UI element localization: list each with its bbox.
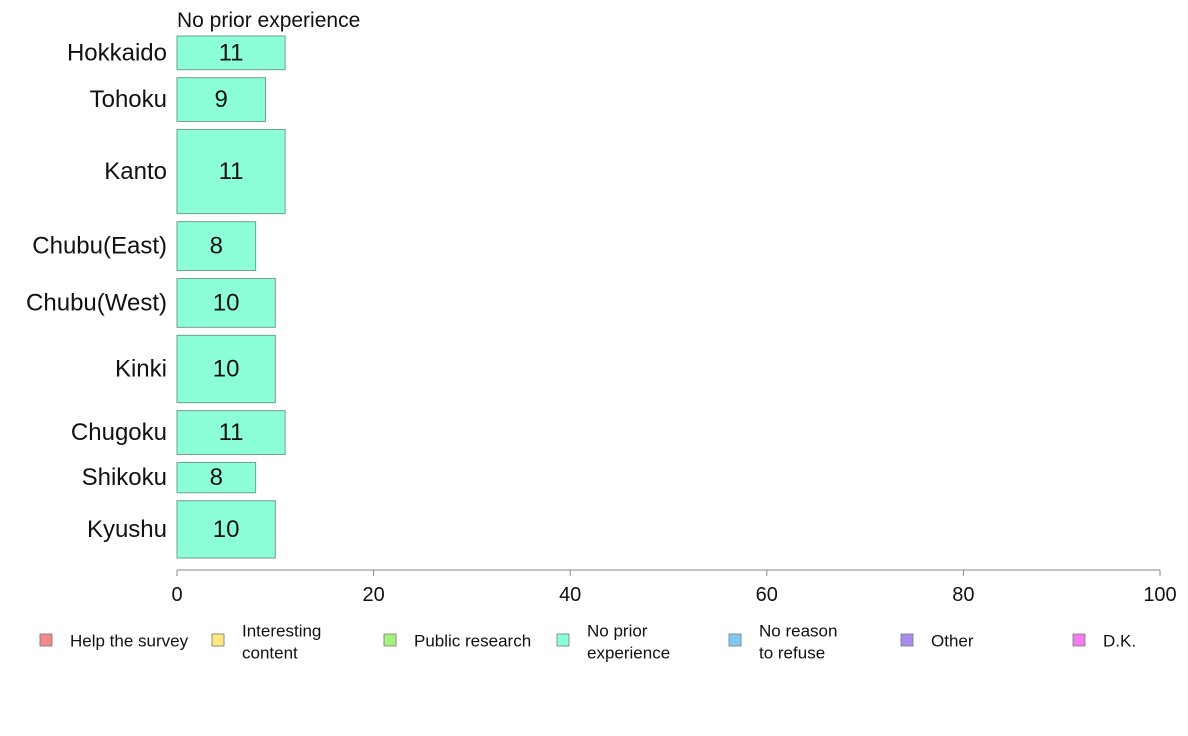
bar-chubu-east- <box>176 221 257 271</box>
bar-chugoku <box>176 410 286 455</box>
bars-layer: Hokkaido 11 Tohoku 9 Kanto 11 Chubu(East) 8 Chub… <box>26 35 286 559</box>
data-label: 8 <box>210 464 223 491</box>
x-tick-label: 60 <box>756 584 778 606</box>
x-tick-label: 0 <box>171 584 182 606</box>
x-axis: 0 20 40 60 80 100 <box>171 569 1177 606</box>
category-label: Chubu(West) <box>26 289 167 316</box>
x-tick-label: 80 <box>952 584 974 606</box>
data-label: 8 <box>210 233 223 260</box>
data-label: 10 <box>213 516 240 543</box>
panel-title: No prior experience <box>177 9 360 32</box>
legend-label: D.K. <box>1103 632 1136 651</box>
legend-swatch <box>39 633 53 647</box>
legend: Help the survey Interesting content Public … <box>39 622 1136 663</box>
bar-kanto <box>176 128 286 215</box>
legend-label: No prior <box>587 622 648 641</box>
legend-label: experience <box>587 644 670 663</box>
x-tick-label: 40 <box>559 584 581 606</box>
category-label: Kyushu <box>87 516 167 543</box>
legend-swatch <box>556 633 570 647</box>
data-label: 11 <box>219 419 244 446</box>
category-label: Shikoku <box>82 464 167 491</box>
bar-shikoku <box>176 461 257 494</box>
legend-label: No reason <box>759 622 837 641</box>
legend-swatch <box>211 633 225 647</box>
data-label: 10 <box>213 355 240 382</box>
legend-label: Interesting <box>242 622 321 641</box>
category-label: Chubu(East) <box>32 233 167 260</box>
legend-swatch <box>728 633 742 647</box>
category-label: Kanto <box>104 158 167 185</box>
x-tick-label: 20 <box>362 584 384 606</box>
data-label: 9 <box>215 86 228 113</box>
legend-label: Other <box>931 632 974 651</box>
legend-swatch <box>1072 633 1086 647</box>
bar-kinki <box>176 334 276 404</box>
x-tick-label: 100 <box>1143 584 1176 606</box>
legend-label: Help the survey <box>70 632 189 651</box>
category-label: Kinki <box>115 355 167 382</box>
legend-label: content <box>242 644 298 663</box>
bar-hokkaido <box>176 35 286 71</box>
legend-label: Public research <box>414 632 531 651</box>
bar-chubu-west- <box>176 277 276 328</box>
data-label: 10 <box>213 289 240 316</box>
bar-tohoku <box>176 77 266 122</box>
bar-kyushu <box>176 500 276 559</box>
data-label: 11 <box>219 39 244 66</box>
legend-label: to refuse <box>759 644 825 663</box>
legend-swatch <box>383 633 397 647</box>
legend-swatch <box>900 633 914 647</box>
category-label: Tohoku <box>90 86 167 113</box>
category-label: Chugoku <box>71 419 167 446</box>
data-label: 11 <box>219 158 244 185</box>
category-label: Hokkaido <box>67 39 167 66</box>
